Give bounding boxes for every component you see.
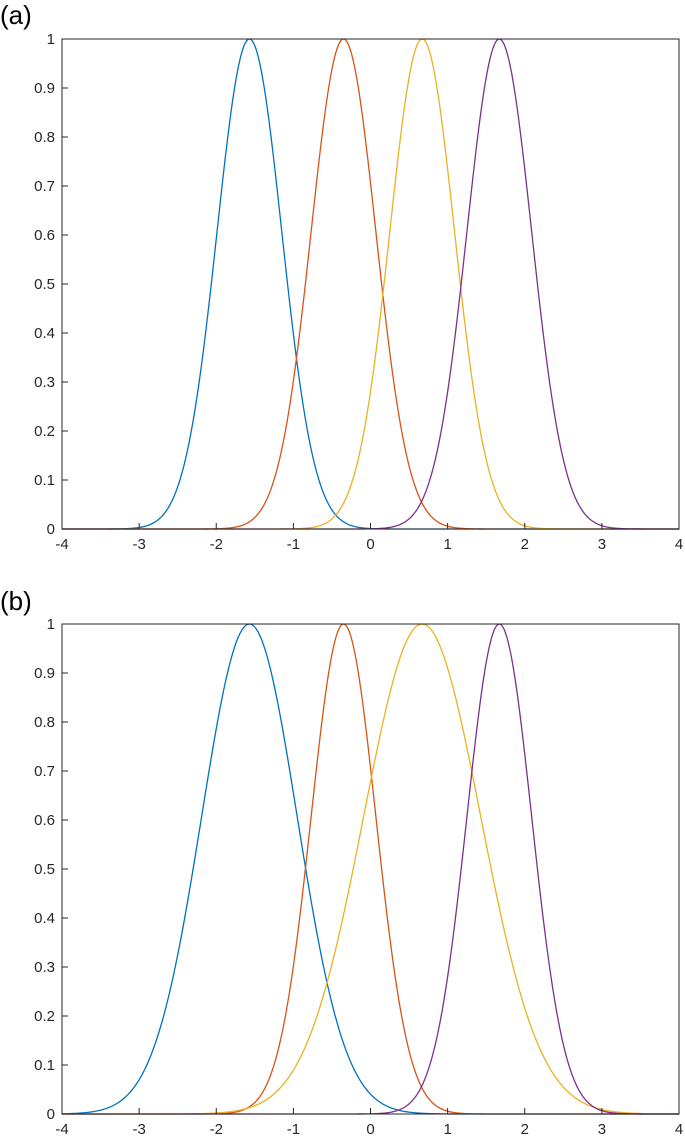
x-tick-label: 0 <box>366 1121 374 1138</box>
x-tick-label: -4 <box>55 536 68 553</box>
x-tick-label: 3 <box>598 1121 606 1138</box>
chart-panel-a: -4 -3 -2 -1 0 1 2 3 4 0 0.1 0.2 0.3 0.4 0.5 0.6 0.7 0.8 0.… <box>34 31 683 553</box>
y-tick-label: 0.7 <box>34 178 55 195</box>
x-tick-label: -2 <box>210 536 223 553</box>
y-tick-label: 0.4 <box>34 325 55 342</box>
axes-box <box>61 38 680 530</box>
series-line-2 <box>62 38 679 530</box>
y-tick-label: 0.8 <box>34 129 55 146</box>
y-tick-label: 0.4 <box>34 910 55 927</box>
x-tick-label: -1 <box>287 1121 300 1138</box>
y-tick-label: 0.6 <box>34 227 55 244</box>
y-tick-label: 0.5 <box>34 861 55 878</box>
x-tick-label: 1 <box>443 1121 451 1138</box>
y-tick-label: 0.7 <box>34 763 55 780</box>
x-tick-label: 1 <box>443 536 451 553</box>
x-tick-label: 2 <box>521 536 529 553</box>
panel-label-b: (b) <box>0 586 32 616</box>
y-tick-label: 1 <box>47 31 55 48</box>
y-tick-label: 0.9 <box>34 80 55 97</box>
y-tick-label: 0.3 <box>34 959 55 976</box>
x-tick-label: 4 <box>675 536 683 553</box>
series-line-4 <box>62 623 679 1115</box>
x-tick-label: 3 <box>598 536 606 553</box>
series-line-2 <box>62 623 679 1115</box>
y-tick-label: 0.1 <box>34 1057 55 1074</box>
y-tick-label: 0 <box>47 1106 55 1123</box>
y-tick-label: 0.3 <box>34 374 55 391</box>
x-tick-label: -1 <box>287 536 300 553</box>
y-tick-label: 0.9 <box>34 665 55 682</box>
y-tick-label: 0.8 <box>34 714 55 731</box>
x-tick-label: 0 <box>366 536 374 553</box>
chart-panel-b: -4 -3 -2 -1 0 1 2 3 4 0 0.1 0.2 0.3 0.4 0.5 0.6 0.7 0.8 0.… <box>34 616 683 1138</box>
y-tick-label: 0.2 <box>34 1008 55 1025</box>
x-tick-label: -2 <box>210 1121 223 1138</box>
x-tick-label: -3 <box>132 536 145 553</box>
x-tick-label: 2 <box>521 1121 529 1138</box>
y-tick-label: 0.2 <box>34 423 55 440</box>
x-tick-label: 4 <box>675 1121 683 1138</box>
series-line-3 <box>62 623 680 1115</box>
x-tick-label: -4 <box>55 1121 68 1138</box>
y-tick-label: 0.1 <box>34 472 55 489</box>
series-line-1 <box>61 623 679 1115</box>
y-tick-label: 0.5 <box>34 276 55 293</box>
y-tick-label: 1 <box>47 616 55 633</box>
panel-label-a: (a) <box>0 0 32 30</box>
x-tick-label: -3 <box>132 1121 145 1138</box>
y-tick-label: 0.6 <box>34 812 55 829</box>
series-line-1 <box>62 38 679 530</box>
y-tick-label: 0 <box>47 521 55 538</box>
series-line-4 <box>62 38 679 530</box>
series-line-3 <box>62 38 679 530</box>
axes-box <box>61 623 680 1115</box>
